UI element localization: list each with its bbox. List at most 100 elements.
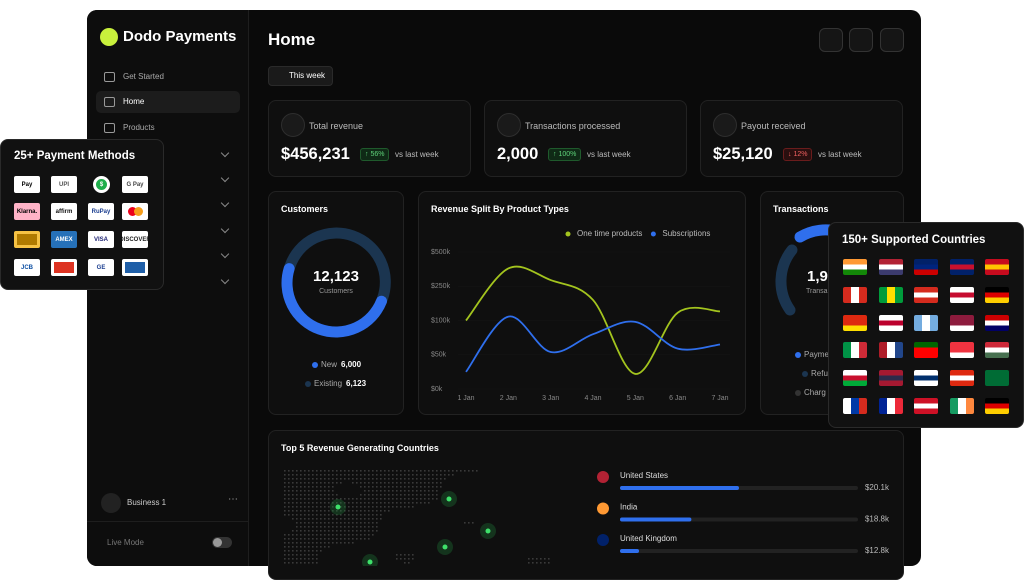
map-dot xyxy=(324,522,326,524)
map-dot xyxy=(360,470,362,472)
map-dot xyxy=(336,514,338,516)
workspace-icon xyxy=(101,493,121,513)
map-dot xyxy=(324,486,326,488)
chart-title: Revenue Split By Product Types xyxy=(431,204,569,214)
period-button[interactable] xyxy=(268,66,333,86)
map-dot xyxy=(372,518,374,520)
map-dot xyxy=(328,494,330,496)
map-dot xyxy=(388,502,390,504)
map-dot xyxy=(296,546,298,548)
map-dot xyxy=(324,518,326,520)
map-dot xyxy=(444,470,446,472)
map-dot xyxy=(392,498,394,500)
nav-item[interactable]: Get Started xyxy=(123,72,164,81)
map-dot xyxy=(284,538,286,540)
map-dot xyxy=(308,478,310,480)
country-flag xyxy=(949,259,974,275)
map-dot xyxy=(400,502,402,504)
map-dot xyxy=(304,494,306,496)
legend-label: Charg xyxy=(804,388,826,397)
map-dot xyxy=(436,494,438,496)
donut-segment xyxy=(281,263,387,338)
map-dot xyxy=(436,498,438,500)
map-dot xyxy=(392,478,394,480)
map-dot xyxy=(288,494,290,496)
map-dot xyxy=(332,474,334,476)
donut-total: 12,123 xyxy=(313,268,359,285)
map-dot xyxy=(312,546,314,548)
map-dot xyxy=(404,506,406,508)
map-dot xyxy=(292,534,294,536)
map-dot xyxy=(424,474,426,476)
map-dot xyxy=(304,550,306,552)
country-flag xyxy=(843,259,867,275)
map-dot xyxy=(296,486,298,488)
map-dot xyxy=(396,554,398,556)
country-flag xyxy=(985,342,1009,359)
map-dot xyxy=(284,534,286,536)
map-dot xyxy=(368,510,370,512)
map-dot xyxy=(404,474,406,476)
map-dot xyxy=(368,534,370,536)
countries-card xyxy=(268,430,904,580)
map-dot xyxy=(428,482,430,484)
country-flag xyxy=(878,398,903,414)
map-dot xyxy=(368,538,370,540)
map-dot xyxy=(436,490,438,492)
map-dot xyxy=(408,470,410,472)
map-dot xyxy=(328,470,330,472)
map-dot xyxy=(360,510,362,512)
map-dot xyxy=(340,510,342,512)
map-dot xyxy=(304,478,306,480)
map-dot xyxy=(316,546,318,548)
map-dot xyxy=(348,502,350,504)
map-dot xyxy=(376,518,378,520)
map-dot xyxy=(324,530,326,532)
map-dot xyxy=(412,498,414,500)
map-dot xyxy=(344,538,346,540)
nav-item[interactable]: Home xyxy=(123,97,145,106)
map-dot xyxy=(316,542,318,544)
map-dot xyxy=(432,482,434,484)
map-dot xyxy=(312,514,314,516)
map-dot xyxy=(308,490,310,492)
map-dot xyxy=(312,482,314,484)
y-tick-label: $250k xyxy=(431,283,451,290)
map-dot xyxy=(344,506,346,508)
map-dot xyxy=(316,514,318,516)
map-dot xyxy=(300,510,302,512)
map-dot xyxy=(376,470,378,472)
map-dot xyxy=(344,530,346,532)
toggle[interactable] xyxy=(212,537,232,548)
map-dot xyxy=(292,558,294,560)
map-dot xyxy=(368,490,370,492)
country-flag xyxy=(914,398,938,414)
map-dot xyxy=(304,546,306,548)
country-flag xyxy=(914,286,938,303)
map-dot xyxy=(384,494,386,496)
map-dot xyxy=(376,490,378,492)
profile-button[interactable] xyxy=(880,28,904,52)
x-tick-label: 1 Jan xyxy=(457,395,474,402)
notifications-button[interactable] xyxy=(849,28,873,52)
map-dot xyxy=(328,502,330,504)
x-tick-label: 4 Jan xyxy=(584,395,601,402)
map-dot xyxy=(324,494,326,496)
map-dot xyxy=(412,506,414,508)
map-dot xyxy=(364,518,366,520)
nav-item[interactable]: Products xyxy=(123,123,155,132)
map-dot xyxy=(388,482,390,484)
stat-value: $456,231 xyxy=(281,145,350,163)
country-flag xyxy=(949,370,974,387)
country-flag xyxy=(843,398,867,414)
map-dot xyxy=(400,486,402,488)
map-dot xyxy=(396,490,398,492)
map-dot xyxy=(432,470,434,472)
menu-dots[interactable]: ⋯ xyxy=(228,494,238,505)
map-dot xyxy=(420,498,422,500)
theme-button[interactable] xyxy=(819,28,843,52)
map-dot xyxy=(332,486,334,488)
map-dot xyxy=(452,470,454,472)
payment-logo: VISA xyxy=(88,231,114,248)
